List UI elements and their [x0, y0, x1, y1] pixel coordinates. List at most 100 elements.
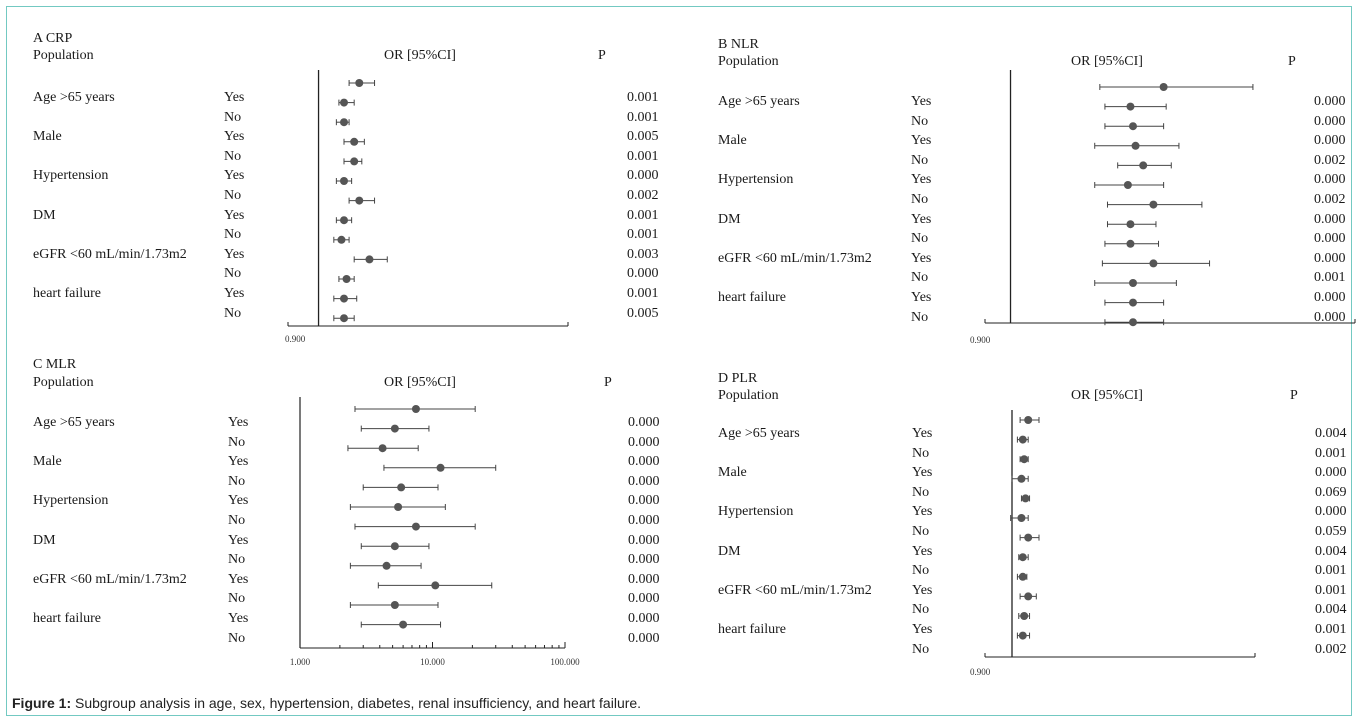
point-estimate — [337, 235, 346, 244]
panel-title: C MLR — [33, 357, 77, 372]
point-estimate — [350, 157, 359, 166]
row-p-value: 0.000 — [628, 415, 660, 430]
ci-mark — [1094, 141, 1180, 150]
point-estimate — [1126, 220, 1135, 229]
row-group-label: Age >65 years — [33, 415, 115, 430]
ci-mark — [1117, 161, 1172, 170]
point-estimate — [1131, 141, 1140, 150]
ci-mark — [1019, 592, 1037, 601]
row-group-label: Age >65 years — [718, 426, 800, 441]
row-level-label: No — [911, 113, 929, 129]
ci-mark — [333, 235, 350, 244]
ci-mark — [360, 424, 430, 433]
row-p-value: 0.004 — [1315, 543, 1347, 559]
effect-header: OR [95%CI] — [1071, 54, 1143, 69]
point-estimate — [355, 196, 364, 205]
row-level-label: Yes — [912, 582, 933, 598]
ci-mark — [1019, 455, 1029, 464]
row-p-value: 0.000 — [1314, 290, 1346, 305]
point-estimate — [390, 542, 399, 551]
ci-mark — [347, 444, 419, 453]
point-estimate — [394, 503, 403, 511]
p-header: P — [604, 375, 612, 390]
row-level-label: Yes — [911, 290, 932, 305]
row-p-value: 0.000 — [628, 591, 660, 607]
row-level-label: No — [224, 305, 242, 321]
row-p-value: 0.000 — [628, 532, 660, 548]
row-p-value: 0.000 — [1314, 309, 1346, 325]
row-p-value: 0.001 — [1315, 622, 1347, 637]
point-estimate — [399, 620, 408, 629]
row-level-label: Yes — [224, 286, 245, 301]
ci-mark — [348, 79, 376, 87]
row-p-value: 0.000 — [628, 571, 660, 587]
point-estimate — [436, 463, 445, 472]
ci-mark — [1020, 494, 1031, 503]
ci-mark — [1099, 83, 1254, 91]
row-group-label: Male — [718, 133, 747, 149]
row-level-label: No — [228, 591, 246, 607]
panel-title: D PLR — [718, 371, 758, 386]
point-estimate — [1129, 318, 1137, 327]
row-p-value: 0.002 — [1314, 192, 1346, 207]
row-group-label: Hypertension — [33, 168, 109, 184]
row-p-value: 0.000 — [627, 266, 659, 282]
row-p-value: 0.069 — [1315, 484, 1347, 500]
population-header: Population — [33, 48, 94, 63]
row-group-label: eGFR <60 mL/min/1.73m2 — [33, 246, 187, 262]
panel-title: B NLR — [718, 37, 759, 52]
ci-mark — [1016, 631, 1031, 640]
point-estimate — [365, 255, 374, 264]
row-p-value: 0.000 — [628, 611, 660, 626]
row-level-label: No — [224, 148, 242, 164]
point-estimate — [340, 294, 348, 303]
row-level-label: No — [911, 270, 929, 286]
row-level-label: Yes — [228, 571, 249, 587]
row-level-label: No — [224, 227, 242, 243]
point-estimate — [340, 118, 348, 127]
row-group-label: Age >65 years — [33, 90, 115, 105]
row-p-value: 0.001 — [1315, 563, 1347, 579]
row-level-label: No — [912, 484, 930, 500]
ci-mark — [335, 216, 353, 225]
ci-mark — [354, 522, 476, 531]
ci-mark — [1106, 200, 1203, 209]
row-p-value: 0.004 — [1315, 602, 1347, 618]
point-estimate — [342, 275, 351, 283]
row-group-label: heart failure — [33, 611, 102, 626]
point-estimate — [390, 601, 399, 609]
row-level-label: Yes — [911, 172, 932, 188]
point-estimate — [382, 561, 391, 570]
ci-mark — [1104, 239, 1160, 248]
point-estimate — [340, 177, 348, 185]
row-level-label: No — [228, 630, 246, 646]
tick-label: 100.000 — [550, 657, 580, 667]
ci-mark — [349, 503, 446, 511]
point-estimate — [1020, 612, 1029, 620]
row-group-label: DM — [718, 543, 741, 559]
point-estimate — [411, 522, 420, 531]
row-group-label: eGFR <60 mL/min/1.73m2 — [33, 571, 187, 587]
point-estimate — [1159, 83, 1168, 91]
row-p-value: 0.001 — [627, 90, 659, 105]
point-estimate — [1126, 102, 1135, 111]
point-estimate — [397, 483, 406, 492]
row-level-label: No — [912, 602, 930, 618]
row-p-value: 0.000 — [627, 168, 659, 184]
row-level-label: No — [912, 641, 930, 657]
point-estimate — [1149, 200, 1158, 209]
row-p-value: 0.000 — [1314, 133, 1346, 149]
row-p-value: 0.002 — [627, 188, 659, 203]
point-estimate — [340, 314, 348, 323]
ci-mark — [1016, 572, 1028, 581]
tick-label: 0.900 — [970, 667, 991, 677]
ci-mark — [1104, 122, 1165, 131]
ci-mark — [360, 620, 442, 629]
row-level-label: No — [911, 192, 929, 207]
row-p-value: 0.000 — [1314, 172, 1346, 188]
p-header: P — [1290, 388, 1298, 403]
ci-mark — [333, 314, 355, 323]
point-estimate — [1024, 533, 1033, 542]
row-group-label: eGFR <60 mL/min/1.73m2 — [718, 582, 872, 598]
ci-mark — [349, 561, 422, 570]
